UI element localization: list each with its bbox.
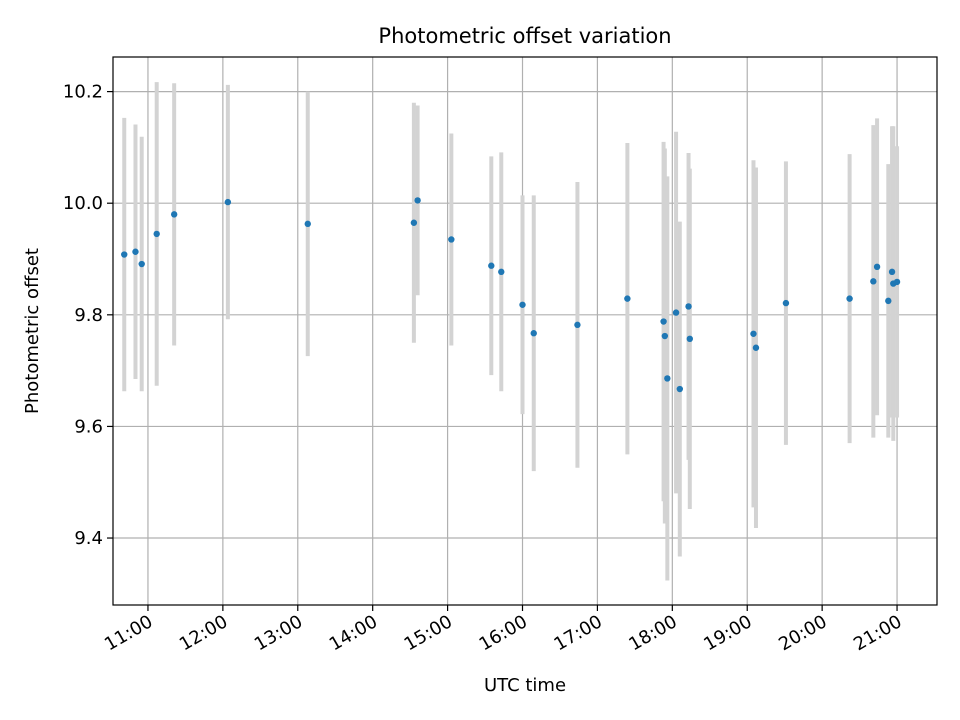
data-point [574,321,581,329]
data-point [685,303,692,310]
data-point [782,299,790,307]
data-point [132,248,139,255]
y-tick-label: 9.8 [74,305,103,326]
data-point [170,211,178,218]
y-axis-ticks: 9.4 9.6 9.8 10.0 10.2 [63,82,113,549]
data-point [138,260,145,268]
data-point [750,330,757,337]
chart-title: Photometric offset variation [378,24,671,48]
data-point [488,262,495,269]
data-point [893,278,901,286]
data-point [888,268,896,276]
data-point [846,295,853,302]
data-point [885,297,892,305]
data-point [121,251,128,258]
data-point [530,330,537,337]
x-tick-label: 18:00 [625,611,680,655]
data-point [410,219,418,226]
grid-lines [113,57,937,605]
y-tick-label: 10.0 [63,193,103,214]
x-axis-ticks: 11:00 12:00 13:00 14:00 15:00 16:00 17:00 18:00… [101,605,906,655]
data-point [304,220,311,228]
plot-area-frame [112,56,938,606]
y-axis-label: Photometric offset [22,248,43,414]
data-point [676,385,684,393]
x-tick-label: 21:00 [850,611,905,655]
data-point [414,197,421,204]
x-tick-label: 11:00 [101,611,156,655]
data-point [672,309,680,316]
data-point [873,263,881,271]
x-axis-label: UTC time [484,675,566,696]
data-point [498,268,505,276]
x-tick-label: 13:00 [251,611,306,655]
data-point [660,318,667,325]
x-tick-label: 14:00 [326,611,381,655]
data-point [224,198,232,206]
x-tick-label: 17:00 [550,611,605,655]
y-tick-label: 9.4 [74,528,103,549]
y-tick-label: 10.2 [63,82,103,103]
data-point [870,278,877,285]
data-point [664,375,671,382]
x-tick-label: 12:00 [176,611,231,655]
y-tick-label: 9.6 [74,416,103,437]
x-tick-label: 20:00 [775,611,830,655]
x-tick-label: 19:00 [700,611,755,655]
x-tick-label: 16:00 [476,611,531,655]
data-point [661,332,669,340]
data-point [752,344,760,351]
data-point [519,301,526,308]
x-tick-label: 15:00 [401,611,456,655]
data-points [121,197,901,393]
data-point [153,230,160,238]
data-point [686,335,693,343]
data-point [624,295,631,302]
data-point [448,236,455,243]
error-bars [122,82,900,581]
